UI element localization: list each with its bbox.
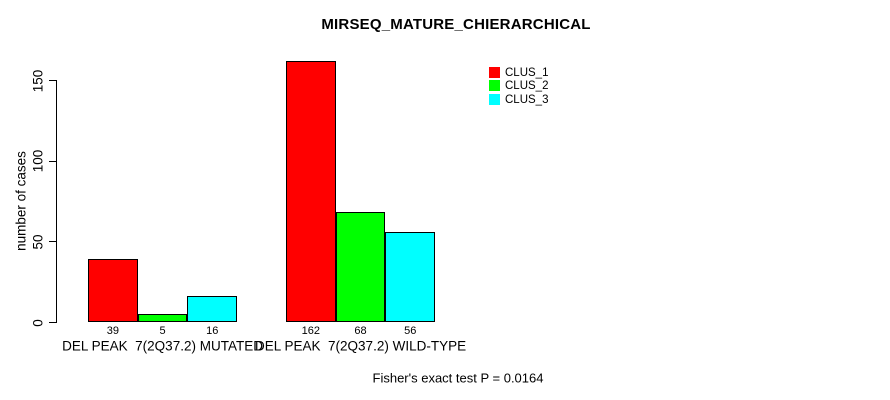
bar-value-label: 39 xyxy=(106,325,119,337)
annotation-text: Fisher's exact test P = 0.0164 xyxy=(372,370,544,386)
bar-value-label: 5 xyxy=(159,325,166,337)
legend-label: CLUS_3 xyxy=(505,93,549,106)
bar-clus-3 xyxy=(187,296,238,322)
bar-clus-1 xyxy=(88,259,138,322)
category-label: DEL PEAK 7(2Q37.2) MUTATED xyxy=(62,338,263,354)
y-tick-mark xyxy=(49,241,56,243)
legend-swatch-clus-2 xyxy=(489,80,500,92)
chart-title: MIRSEQ_MATURE_CHIERARCHICAL xyxy=(321,16,591,33)
category-label: DEL PEAK 7(2Q37.2) WILD-TYPE xyxy=(255,338,467,354)
bar-value-label: 16 xyxy=(206,325,219,337)
y-tick-label: 100 xyxy=(30,149,46,173)
bar-value-label: 68 xyxy=(354,325,367,337)
bar-value-label: 56 xyxy=(404,325,417,337)
y-tick-mark xyxy=(49,80,56,81)
legend-swatch-clus-3 xyxy=(489,93,500,105)
y-axis-line xyxy=(56,80,57,323)
bar-clus-1 xyxy=(286,60,336,322)
y-axis-label: number of cases xyxy=(13,151,29,251)
y-tick-label: 150 xyxy=(30,69,46,92)
y-tick-label: 0 xyxy=(30,318,46,327)
legend-swatch-clus-1 xyxy=(489,66,500,78)
y-tick-mark xyxy=(49,322,56,323)
legend-label: CLUS_1 xyxy=(505,66,549,79)
legend-label: CLUS_2 xyxy=(505,80,549,93)
bar-clus-2 xyxy=(335,212,386,322)
bar-value-label: 162 xyxy=(301,325,321,337)
bar-clus-2 xyxy=(137,313,188,322)
y-tick-label: 50 xyxy=(30,234,46,250)
bar-clus-3 xyxy=(385,231,436,322)
y-tick-mark xyxy=(49,160,56,162)
